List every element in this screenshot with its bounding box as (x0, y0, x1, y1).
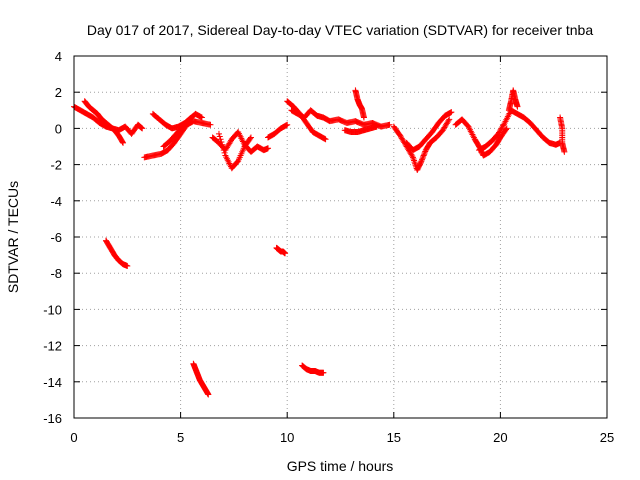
data-point (219, 141, 226, 148)
x-tick-label: 10 (280, 430, 294, 445)
data-point (322, 136, 329, 143)
data-point (373, 123, 380, 130)
data-point (247, 135, 254, 142)
series-track-k (352, 87, 367, 121)
data-point (386, 121, 393, 128)
data-point (419, 156, 426, 163)
x-tick-label: 20 (493, 430, 507, 445)
data-point (120, 139, 127, 146)
series-track-n (403, 109, 455, 154)
data-point (139, 125, 146, 132)
data-point (420, 153, 427, 160)
data-point (420, 152, 427, 159)
data-point (198, 114, 205, 121)
y-tick-label: -2 (50, 158, 62, 173)
series-track-s (102, 237, 131, 269)
y-tick-label: -6 (50, 230, 62, 245)
series-track-b (81, 98, 127, 146)
data-point (220, 147, 227, 154)
data-point (247, 134, 254, 141)
data-point (446, 116, 453, 123)
data-point (502, 126, 509, 133)
series-track-a (71, 103, 146, 137)
y-tick-label: 4 (55, 49, 62, 64)
data-point (360, 114, 367, 121)
data-point (448, 109, 455, 116)
data-point (409, 153, 416, 160)
series-track-r (557, 114, 568, 155)
series-track-q (505, 87, 521, 114)
x-axis-label: GPS time / hours (287, 458, 394, 474)
data-point (561, 148, 568, 155)
plot-frame (73, 55, 608, 419)
x-tick-labels: 0 5 10 15 20 25 (70, 430, 614, 445)
x-tick-label: 25 (600, 430, 614, 445)
data-point (215, 130, 222, 137)
series-track-g (215, 130, 254, 172)
data-point (421, 149, 428, 156)
data-point (284, 121, 291, 128)
y-tick-label: 0 (55, 121, 62, 136)
data-point (320, 369, 327, 376)
series-track-p (476, 107, 564, 154)
series-track-u (190, 360, 212, 398)
y-tick-label: -10 (43, 302, 62, 317)
data-point (265, 145, 272, 152)
data-point (119, 138, 126, 145)
series-track-o (452, 116, 510, 159)
y-tick-label: -16 (43, 411, 62, 426)
y-tick-label: -8 (50, 266, 62, 281)
data-point (514, 103, 521, 110)
grid (74, 56, 607, 418)
y-tick-label: -12 (43, 339, 62, 354)
series-track-j (288, 107, 393, 130)
x-tick-label: 15 (387, 430, 401, 445)
y-tick-label: -4 (50, 194, 62, 209)
y-tick-label: -14 (43, 375, 62, 390)
data-point (207, 121, 214, 128)
data-point (282, 250, 289, 257)
data-point (221, 149, 228, 156)
x-tick-label: 0 (70, 430, 77, 445)
data-point (124, 262, 131, 269)
series-track-v (299, 362, 327, 376)
series-track-t (273, 244, 289, 257)
data-point (445, 117, 452, 124)
y-axis-label: SDTVAR / TECUs (5, 181, 21, 293)
series-track-l (341, 123, 380, 136)
series-track-h (265, 121, 291, 141)
series-track-c (141, 118, 214, 161)
data-point (216, 133, 223, 140)
series-track-e (160, 110, 205, 150)
data-point (218, 138, 225, 145)
data-point (418, 157, 425, 164)
data-point (419, 155, 426, 162)
data-point (421, 151, 428, 158)
data-points (71, 87, 568, 398)
data-point (503, 125, 510, 132)
data-point (217, 136, 224, 143)
y-tick-labels: -16 -14 -12 -10 -8 -6 -4 -2 0 2 4 (43, 49, 62, 426)
series-track-i (284, 98, 329, 143)
y-tick-label: 2 (55, 85, 62, 100)
chart-title: Day 017 of 2017, Sidereal Day-to-day VTE… (87, 22, 594, 38)
axis-ticks (73, 55, 608, 419)
data-point (205, 391, 212, 398)
x-tick-label: 5 (177, 430, 184, 445)
series-track-m (390, 116, 453, 174)
data-point (219, 144, 226, 151)
data-point (411, 159, 418, 166)
